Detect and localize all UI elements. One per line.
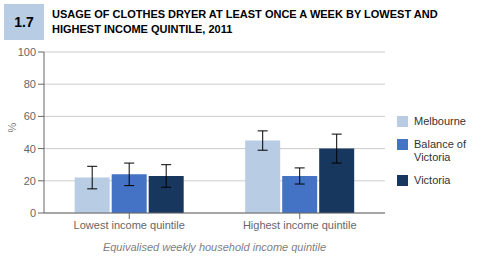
html-text:USAGE OF CLOTHES DRYER AT LEAS: USAGE OF CLOTHES DRYER AT LEAST ONCE A W… <box>52 8 438 20</box>
html-text:Victoria: Victoria <box>414 150 451 163</box>
html-text:Victoria: Victoria <box>414 173 451 186</box>
svg-text:Equivalised weekly household i: Equivalised weekly household income quin… <box>103 241 326 253</box>
svg-text:20: 20 <box>24 175 36 187</box>
svg-text:Highest income quintile: Highest income quintile <box>243 219 357 231</box>
svg-text:60: 60 <box>24 110 36 122</box>
svg-text:100: 100 <box>18 46 36 58</box>
svg-text:80: 80 <box>24 78 36 90</box>
html-text:HIGHEST INCOME QUINTILE, 2011: HIGHEST INCOME QUINTILE, 2011 <box>52 23 233 35</box>
html-text:1.7: 1.7 <box>14 14 34 30</box>
svg-text:0: 0 <box>30 207 36 219</box>
svg-text:40: 40 <box>24 143 36 155</box>
html-text:Melbourne: Melbourne <box>414 114 466 127</box>
svg-text:%: % <box>8 123 18 133</box>
svg-text:Lowest income quintile: Lowest income quintile <box>74 219 185 231</box>
html-text:Balance of: Balance of <box>414 137 466 150</box>
